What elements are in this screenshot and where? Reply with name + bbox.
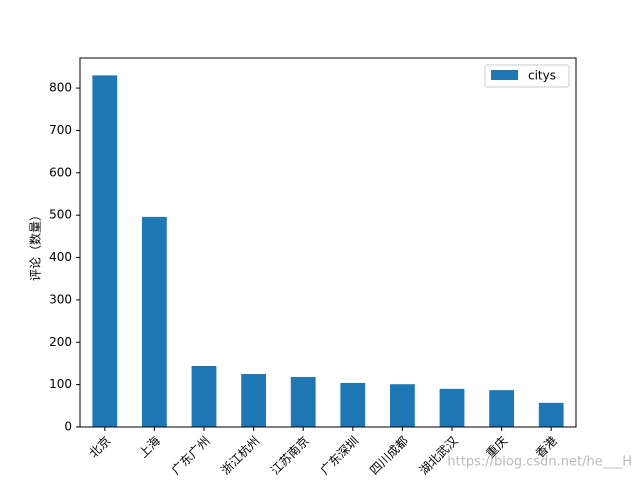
bar: [92, 75, 118, 427]
legend-swatch: [491, 70, 518, 80]
y-tick-label: 100: [49, 377, 72, 391]
bar: [390, 384, 415, 427]
y-tick-label: 400: [49, 250, 72, 264]
bar: [439, 388, 465, 427]
x-tick-label: 北京: [87, 434, 114, 461]
bar: [142, 216, 167, 427]
y-tick-label: 500: [49, 208, 72, 222]
legend-label: citys: [528, 69, 556, 83]
bar: [538, 402, 564, 427]
y-axis-label: 评论（数量）: [28, 209, 43, 281]
x-tick-label: 四川成都: [367, 434, 411, 478]
y-tick-label: 300: [49, 292, 72, 306]
bar: [241, 374, 266, 427]
y-tick-label: 600: [49, 165, 72, 179]
x-tick-label: 江苏南京: [267, 433, 312, 478]
y-tick-label: 200: [49, 335, 72, 349]
watermark: https://blog.csdn.net/he___H: [447, 455, 632, 470]
x-tick-label: 上海: [135, 433, 163, 461]
bar: [340, 382, 366, 427]
plot-frame: [79, 57, 577, 428]
y-tick-label: 700: [49, 123, 72, 137]
bar: [290, 377, 316, 427]
x-tick-label: 广东深圳: [318, 434, 362, 478]
bar: [191, 365, 217, 427]
bar: [489, 390, 514, 427]
y-tick-label: 0: [64, 420, 72, 434]
x-tick-label: 浙江杭州: [218, 433, 263, 478]
y-tick-label: 800: [49, 81, 72, 95]
x-tick-label: 广东广州: [169, 434, 213, 478]
